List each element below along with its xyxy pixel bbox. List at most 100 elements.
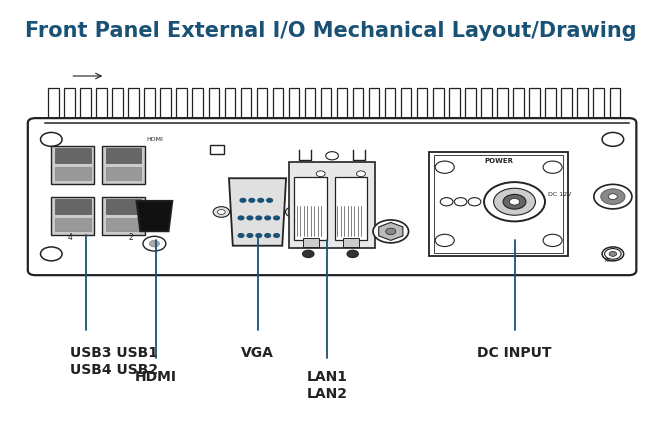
Bar [385,88,395,123]
Circle shape [265,233,270,237]
Circle shape [256,216,262,220]
Bar [303,239,319,247]
Bar [55,218,91,231]
Bar [294,177,327,240]
Bar [433,88,444,123]
Text: HDMI: HDMI [135,371,177,384]
Bar [256,88,267,123]
Bar [609,88,620,123]
Circle shape [143,236,166,251]
Circle shape [435,234,454,247]
Bar [305,88,315,123]
Bar [578,88,588,123]
Bar [497,88,508,123]
Circle shape [40,132,62,147]
Bar [106,218,141,231]
Bar [465,88,476,123]
Bar [429,152,568,256]
Bar [353,88,364,123]
Bar [48,88,59,123]
Circle shape [303,250,314,258]
Polygon shape [379,222,403,240]
Bar [343,239,359,247]
Circle shape [468,198,481,206]
Circle shape [440,198,453,206]
Text: USB3 USB1
USB4 USB2: USB3 USB1 USB4 USB2 [70,346,159,377]
Bar [241,88,251,123]
Bar [449,88,459,123]
Bar [128,88,139,123]
Bar [210,145,224,154]
Circle shape [238,216,244,220]
Bar [481,88,492,123]
Circle shape [265,216,270,220]
Bar [192,88,203,123]
Bar [417,88,428,123]
Circle shape [608,194,617,199]
Bar [401,88,411,123]
Text: DC INPUT: DC INPUT [477,346,552,360]
Text: 2: 2 [128,233,133,242]
Circle shape [290,210,297,214]
Circle shape [503,194,526,209]
Text: POWER: POWER [484,158,513,164]
Bar [106,167,141,180]
Bar [337,88,347,123]
Circle shape [494,188,535,215]
Text: 4: 4 [68,233,73,242]
Bar [225,88,235,123]
Bar [52,197,95,236]
Bar [144,88,155,123]
Circle shape [274,216,280,220]
Circle shape [258,199,264,202]
Circle shape [356,171,366,177]
Circle shape [373,220,408,243]
Bar [321,88,331,123]
Bar [64,88,75,123]
Circle shape [594,184,632,209]
FancyBboxPatch shape [28,118,637,275]
Circle shape [602,247,624,261]
Circle shape [149,240,159,247]
Bar [208,88,219,123]
Bar [97,88,106,123]
Text: LAN1
LAN2: LAN1 LAN2 [307,371,348,401]
Bar [561,88,572,123]
Bar [55,148,91,163]
Polygon shape [136,201,173,231]
Circle shape [238,233,244,237]
Circle shape [543,234,562,247]
Bar [434,155,563,253]
Circle shape [543,161,562,173]
Text: DC 12V: DC 12V [548,192,572,197]
Polygon shape [229,178,286,246]
Text: HDMI: HDMI [146,137,163,142]
Circle shape [326,152,338,160]
Bar [102,197,145,236]
Bar [594,88,604,123]
Bar [102,146,145,184]
Circle shape [601,189,625,204]
Circle shape [605,249,621,259]
Circle shape [217,210,225,214]
Circle shape [454,198,467,206]
Circle shape [347,250,358,258]
Circle shape [247,233,253,237]
Bar [514,88,524,123]
Bar [112,88,123,123]
Circle shape [213,207,229,217]
Circle shape [484,182,545,222]
Bar [52,146,95,184]
Circle shape [316,171,325,177]
Bar [529,88,540,123]
Circle shape [274,233,280,237]
Bar [273,88,283,123]
Circle shape [247,216,253,220]
Bar [106,148,141,163]
Bar [106,199,141,214]
Bar [161,88,171,123]
Bar [80,88,91,123]
Bar [290,162,375,248]
Circle shape [286,207,302,217]
Bar [55,199,91,214]
